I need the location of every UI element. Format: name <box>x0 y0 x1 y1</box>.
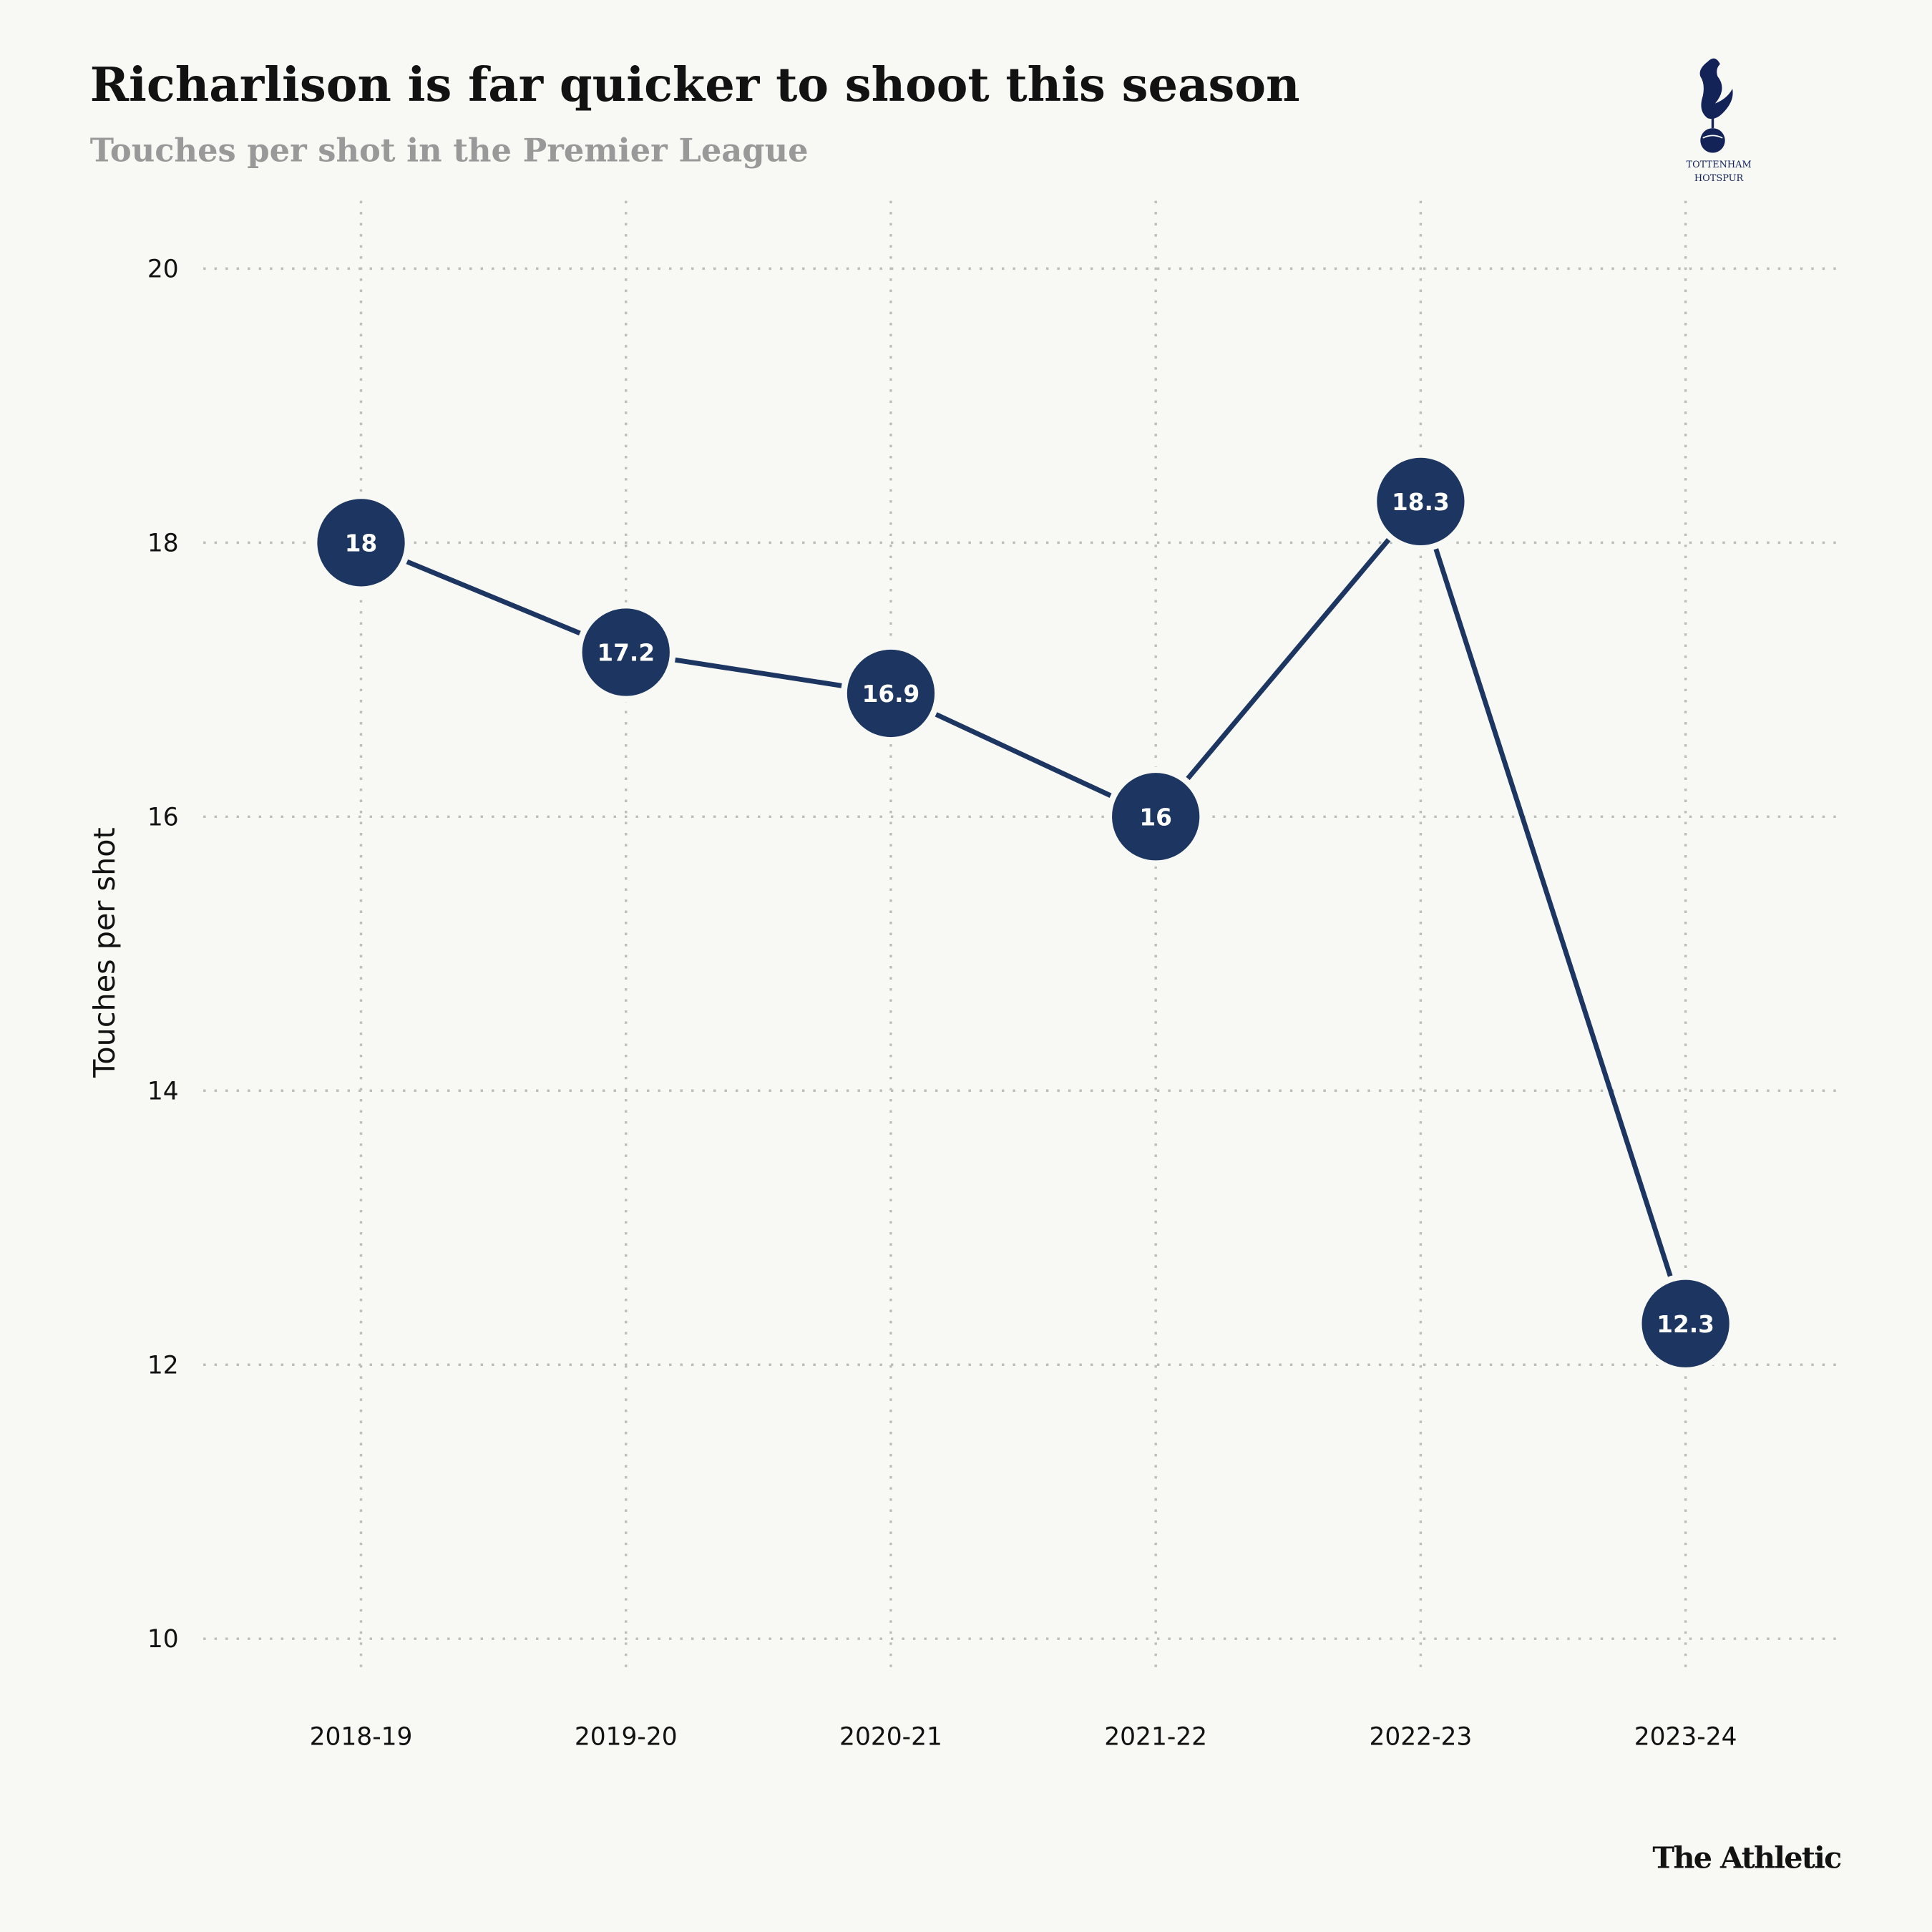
line-segment <box>1153 499 1423 819</box>
line-segment <box>1418 499 1689 1327</box>
data-point-marker <box>1370 452 1471 552</box>
logo-text-line1: TOTTENHAM <box>1687 160 1752 170</box>
data-points: 18 17.2 16.9 16 18.3 12.3 <box>311 452 1736 1374</box>
y-tick-label: 10 <box>147 1625 179 1654</box>
data-point-marker <box>1635 1274 1736 1374</box>
grid <box>203 200 1836 1676</box>
brand-logo: The Athletic <box>1652 1840 1841 1875</box>
data-point-label: 17.2 <box>597 640 655 667</box>
y-tick-label: 20 <box>147 255 179 283</box>
y-tick-label: 14 <box>147 1077 179 1106</box>
x-tick-label: 2021-22 <box>1104 1722 1207 1751</box>
series-line <box>358 499 1689 1327</box>
x-tick-label: 2018-19 <box>310 1722 413 1751</box>
logo-text-line2: HOTSPUR <box>1694 173 1745 184</box>
data-point-label: 16.9 <box>862 680 920 708</box>
club-logo: TOTTENHAM HOTSPUR <box>1687 58 1752 184</box>
data-point-label: 12.3 <box>1657 1311 1714 1338</box>
y-tick-label: 18 <box>147 529 179 557</box>
data-point-marker <box>311 492 411 593</box>
y-axis-ticks: 10 12 14 16 18 20 <box>147 255 179 1654</box>
data-point-marker <box>841 643 941 743</box>
chart-title: Richarlison is far quicker to shoot this… <box>90 58 1300 112</box>
x-axis-ticks: 2018-19 2019-20 2020-21 2021-22 2022-23 2023-… <box>310 1722 1737 1751</box>
y-tick-label: 12 <box>147 1351 179 1380</box>
data-point-label: 16 <box>1139 804 1172 831</box>
data-point-label: 18 <box>345 530 378 557</box>
y-axis-label: Touches per shot <box>87 827 122 1078</box>
chart-subtitle: Touches per shot in the Premier League <box>90 132 809 170</box>
x-tick-label: 2023-24 <box>1634 1722 1737 1751</box>
data-point-label: 18.3 <box>1392 489 1450 516</box>
data-point-marker <box>1106 766 1206 867</box>
cockerel-icon <box>1699 58 1733 153</box>
y-tick-label: 16 <box>147 803 179 831</box>
x-tick-label: 2019-20 <box>575 1722 678 1751</box>
x-tick-label: 2022-23 <box>1369 1722 1472 1751</box>
data-point-marker <box>576 602 676 703</box>
x-tick-label: 2020-21 <box>839 1722 942 1751</box>
